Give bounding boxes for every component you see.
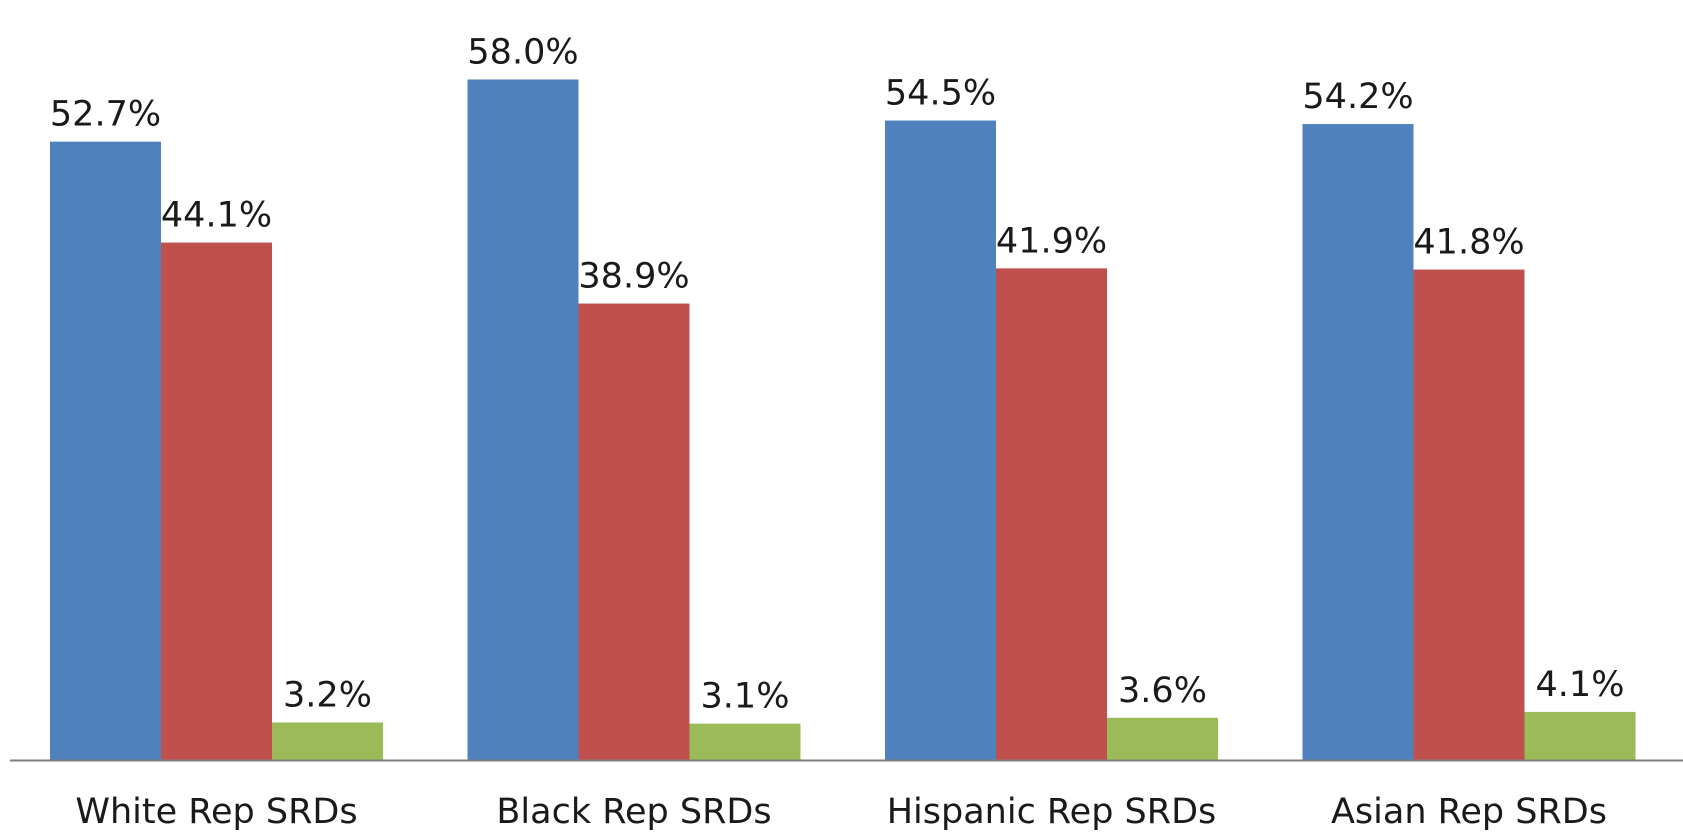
data-label-red-3: 41.9% [996, 221, 1107, 261]
data-label-red-4: 41.8% [1413, 223, 1524, 263]
bar-green-1 [272, 722, 383, 760]
bar-blue-1 [50, 141, 161, 761]
bar-green-4 [1524, 711, 1636, 760]
bar-red-4 [1413, 269, 1525, 760]
category-label-2: Black Rep SRDs [496, 792, 771, 832]
data-label-blue-4: 54.2% [1302, 77, 1413, 117]
bar-green-3 [1107, 717, 1218, 760]
bar-blue-4 [1302, 124, 1414, 760]
category-labels-group: White Rep SRDs Black Rep SRDs Hispanic Rep… [75, 792, 1607, 832]
bar-blue-2 [467, 79, 579, 760]
data-label-green-3: 3.6% [1118, 671, 1207, 711]
data-label-green-1: 3.2% [283, 675, 372, 715]
bar-green-2 [689, 723, 801, 760]
bar-blue-3 [885, 120, 996, 761]
data-label-green-2: 3.1% [701, 677, 790, 717]
category-label-3: Hispanic Rep SRDs [887, 792, 1217, 832]
data-label-red-2: 38.9% [578, 257, 689, 297]
bar-red-2 [578, 303, 690, 760]
data-label-red-1: 44.1% [161, 196, 272, 236]
bars-group [50, 79, 1636, 761]
bar-red-1 [161, 242, 272, 760]
category-label-1: White Rep SRDs [75, 792, 357, 832]
data-label-blue-1: 52.7% [50, 95, 161, 135]
category-label-4: Asian Rep SRDs [1331, 792, 1607, 832]
bar-red-3 [996, 268, 1107, 760]
data-label-green-4: 4.1% [1536, 665, 1625, 705]
value-labels-group: 52.7% 44.1% 3.2% 58.0% 38.9% 3.1% 54.5% 41.9% 3.… [50, 32, 1625, 716]
data-label-blue-3: 54.5% [885, 74, 996, 114]
data-label-blue-2: 58.0% [467, 32, 578, 72]
